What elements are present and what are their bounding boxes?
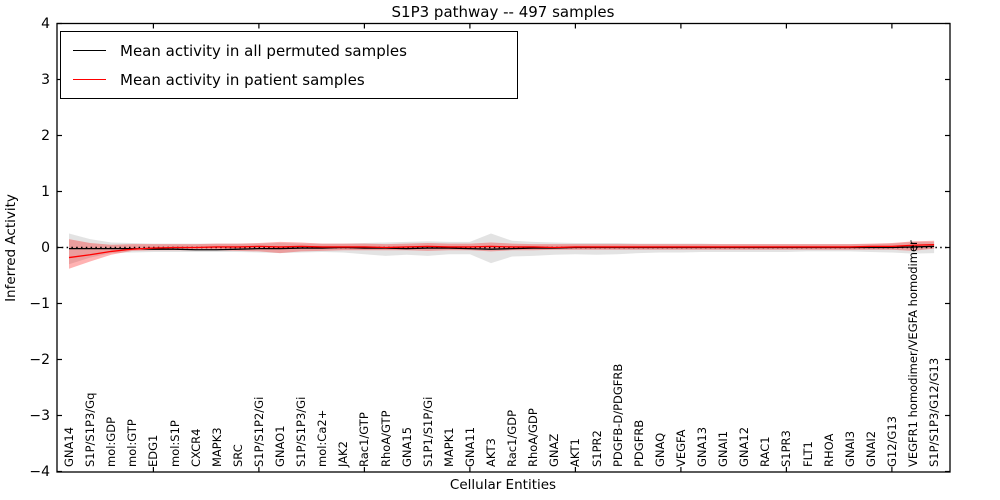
x-entity-label: S1PR2 [589, 430, 604, 467]
x-entity-label: GNA15 [399, 426, 414, 467]
x-entity-label: G12/G13 [884, 416, 899, 467]
x-entity-label: AKT3 [484, 438, 498, 467]
x-entity-label: mol:GTP [125, 419, 140, 467]
y-tick-label: −1 [29, 295, 50, 312]
x-entity-label: CXCR4 [188, 428, 203, 467]
x-entity-label: S1P/S1P2/Gi [251, 396, 266, 467]
legend-box: Mean activity in all permuted samples Me… [60, 31, 518, 99]
legend-item-permuted: Mean activity in all permuted samples [61, 36, 517, 65]
x-entity-label: MAPK1 [441, 427, 456, 467]
x-entity-label: GNAI1 [716, 430, 731, 467]
y-tick-label: −2 [29, 351, 50, 368]
line-series-1 [68, 244, 935, 259]
x-entity-label: RAC1 [758, 436, 773, 467]
x-entity-label: RhoA/GDP [526, 408, 541, 467]
x-entity-label: GNA12 [737, 426, 752, 467]
x-entity-label: S1P/S1P3/Gq [83, 392, 98, 467]
x-entity-label: JAK2 [336, 441, 351, 467]
x-entity-label: GNAZ [547, 433, 562, 467]
y-tick-label: 4 [41, 15, 50, 32]
y-tick-label: −4 [29, 463, 50, 480]
x-entity-label: GNAO1 [273, 425, 287, 467]
legend-line-permuted-icon [73, 50, 106, 51]
x-entity-label: mol:Ca2+ [315, 409, 330, 467]
x-entity-label: AKT1 [568, 438, 583, 467]
x-entity-label: PDGFB-D/PDGFRB [610, 363, 625, 467]
x-entity-label: GNA11 [462, 426, 477, 467]
x-axis-title: Cellular Entities [449, 477, 557, 493]
x-entity-label: GNA13 [695, 426, 709, 467]
x-entity-label: VEGFA [673, 429, 688, 467]
x-entity-label: GNAQ [652, 432, 667, 467]
y-tick-label: 1 [41, 183, 50, 200]
x-entity-label: SRC [230, 444, 245, 467]
x-entity-label: mol:GDP [104, 416, 119, 467]
x-entity-label: GNAI3 [842, 430, 857, 467]
x-entity-label: EDG1 [146, 434, 161, 467]
x-entity-label: VEGFR1 homodimer/VEGFA homodimer [906, 240, 920, 467]
legend-item-patient: Mean activity in patient samples [61, 65, 517, 94]
x-entity-label: MAPK3 [209, 427, 224, 467]
x-entity-label: FLT1 [800, 441, 815, 467]
x-entity-label: S1P1/S1P/Gi [420, 396, 435, 467]
x-entity-label: PDGFRB [631, 419, 646, 467]
y-tick-label: −3 [29, 407, 50, 424]
legend-label-patient: Mean activity in patient samples [120, 70, 365, 89]
chart-title: S1P3 pathway -- 497 samples [391, 3, 615, 21]
legend-line-patient-icon [73, 79, 106, 80]
y-tick-label: 0 [41, 239, 50, 256]
x-entity-label: RHOA [821, 433, 836, 467]
y-tick-label: 2 [41, 127, 50, 144]
x-entity-label: S1PR3 [779, 430, 794, 467]
x-entity-label: Rac1/GTP [357, 412, 372, 467]
y-tick-label: 3 [41, 71, 50, 88]
x-entity-label: GNAI2 [863, 430, 878, 467]
x-entity-label: S1P/S1P3/Gi [294, 396, 309, 467]
legend-label-permuted: Mean activity in all permuted samples [120, 41, 407, 60]
x-entity-label: S1P/S1P3/G12/G13 [927, 357, 942, 467]
x-entity-label: RhoA/GTP [378, 410, 393, 467]
x-entity-label: mol:S1P [167, 420, 182, 467]
x-entity-label: Rac1/GDP [505, 409, 520, 467]
x-entity-label: GNA14 [62, 426, 76, 467]
